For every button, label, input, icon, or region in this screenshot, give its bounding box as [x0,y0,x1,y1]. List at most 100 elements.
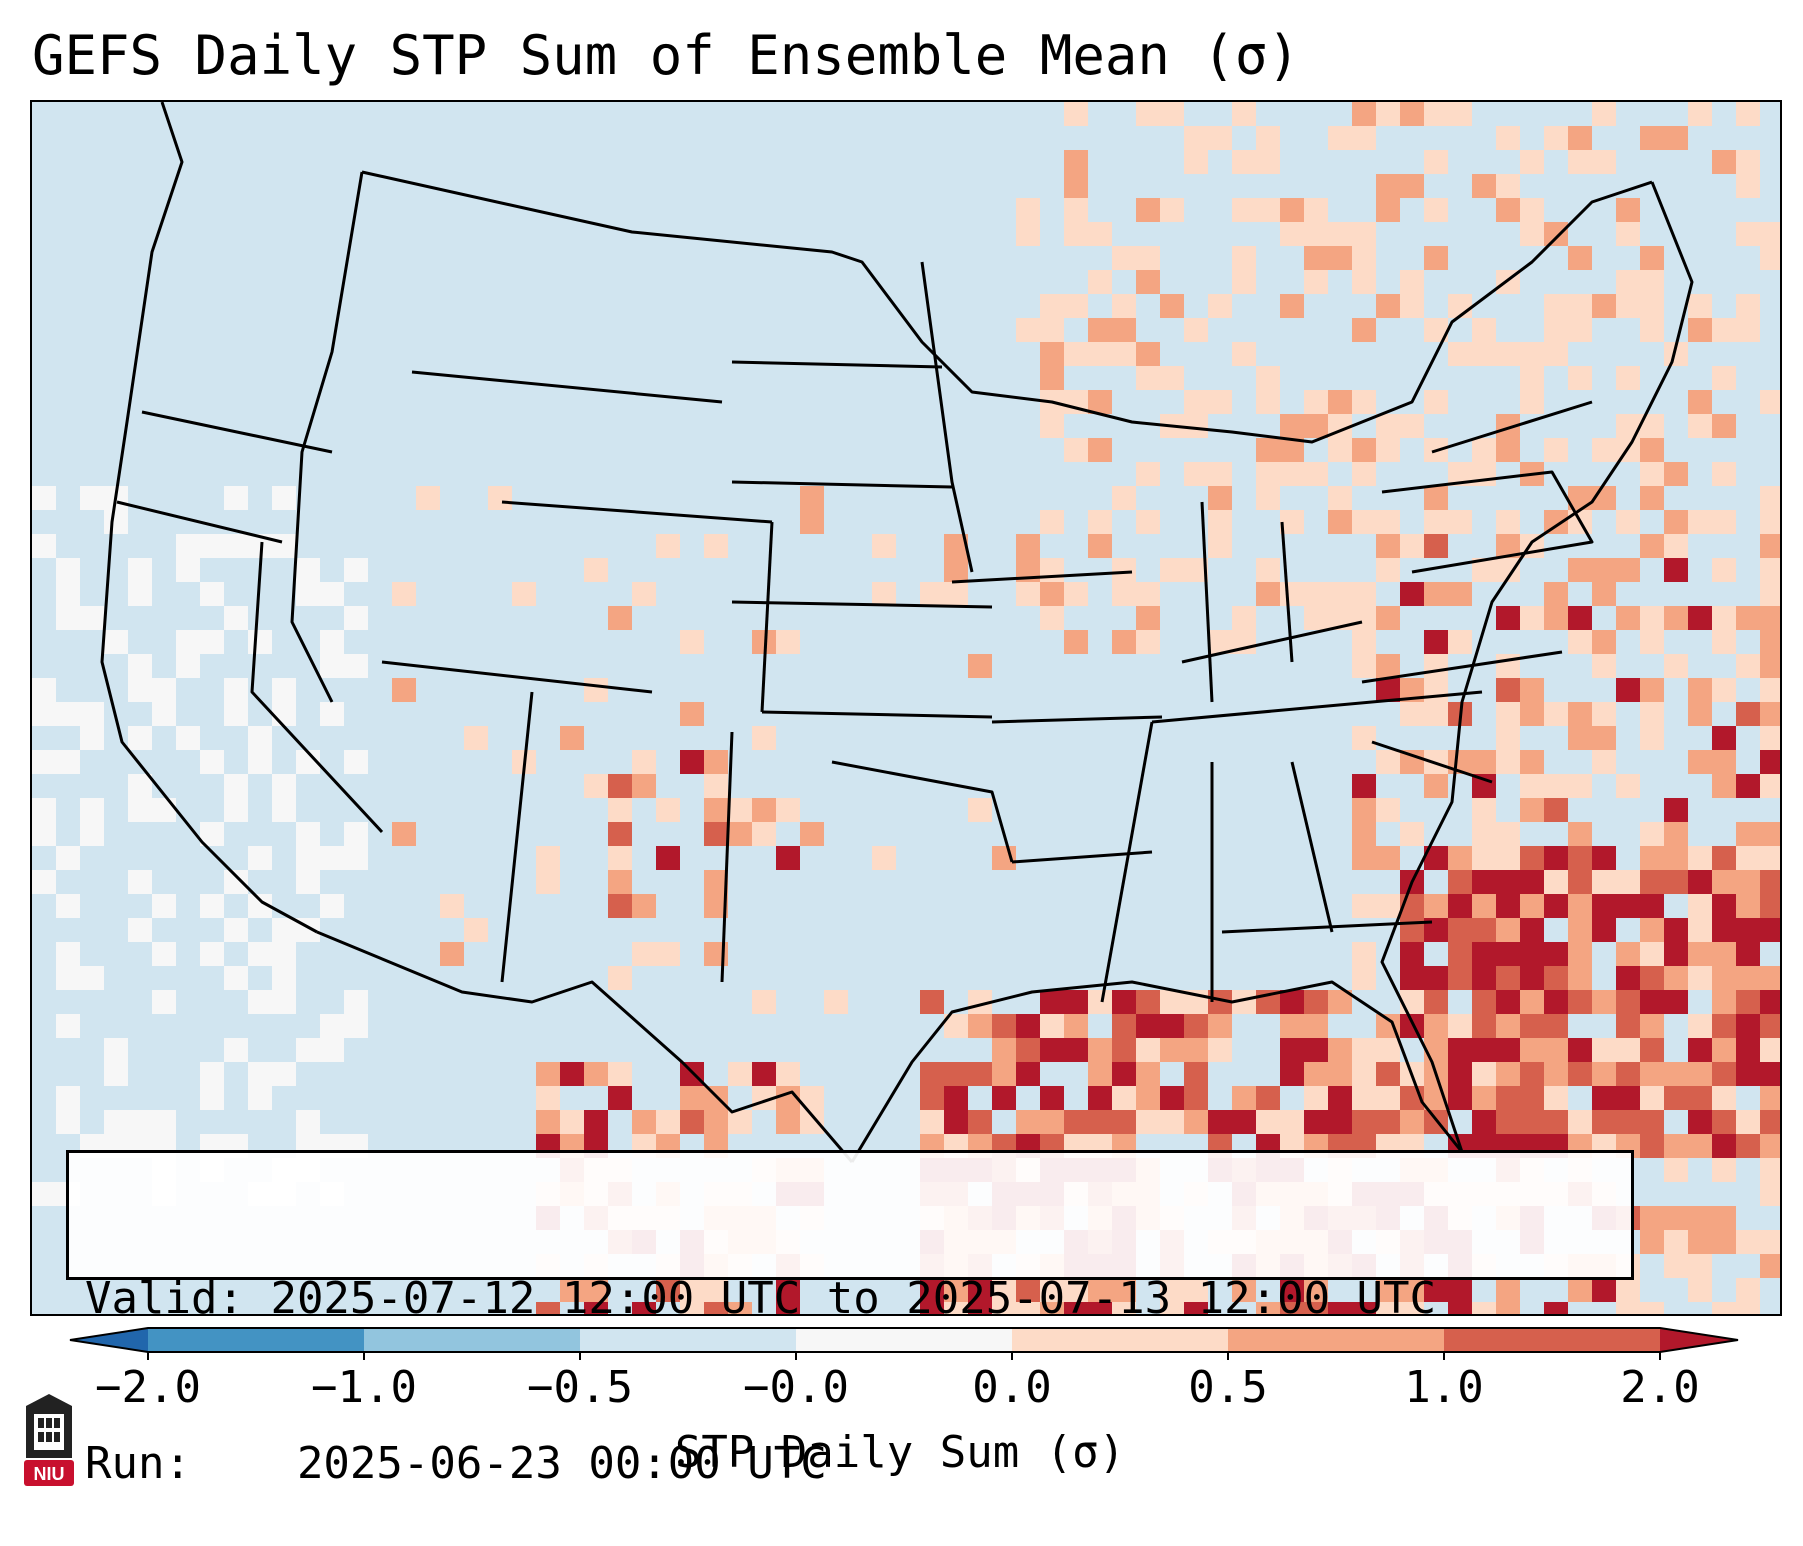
stp-cell [1352,822,1376,846]
stp-cell [296,1038,320,1062]
stp-cell [1640,438,1664,462]
stp-cell [1232,198,1256,222]
stp-cell [1496,822,1520,846]
state-line-va-nc [1361,650,1563,684]
stp-cell [704,1302,728,1314]
stp-cell [536,1062,560,1086]
stp-cell [1256,438,1280,462]
stp-cell [1568,774,1592,798]
stp-cell [80,798,104,822]
colorbar-tick-label: −0.0 [743,1362,849,1413]
stp-cell [656,846,680,870]
stp-cell [992,1278,1016,1302]
stp-cell [1040,606,1064,630]
stp-cell [1520,1038,1544,1062]
stp-cell [152,702,176,726]
run-line: Run: 2025-06-23 00:00 UTC [85,1436,1615,1491]
stp-cell [80,822,104,846]
stp-cell [1496,726,1520,750]
stp-cell [1400,582,1424,606]
stp-cell [1472,918,1496,942]
stp-cell [1064,1038,1088,1062]
stp-cell [1592,1086,1616,1110]
state-line-ga-fl [1221,920,1433,934]
stp-cell [1136,1110,1160,1134]
stp-cell [920,1062,944,1086]
stp-cell [1760,1230,1780,1254]
stp-cell [1760,1134,1780,1158]
stp-cell [656,1278,680,1302]
stp-cell [704,870,728,894]
stp-cell [80,726,104,750]
stp-cell [1400,1014,1424,1038]
stp-cell [1184,390,1208,414]
stp-cell [1304,1062,1328,1086]
stp-cell [992,1086,1016,1110]
stp-cell [1736,1062,1760,1086]
stp-cell [968,1110,992,1134]
stp-cell [1472,846,1496,870]
stp-cell [1304,606,1328,630]
stp-cell [1424,990,1448,1014]
stp-cell [1688,1134,1712,1158]
stp-cell [1568,702,1592,726]
stp-cell [320,894,344,918]
stp-cell [392,822,416,846]
stp-cell [1064,174,1088,198]
stp-cell [1616,966,1640,990]
stp-cell [1136,1038,1160,1062]
stp-cell [1616,294,1640,318]
stp-cell [224,702,248,726]
stp-cell [1640,606,1664,630]
stp-cell [1736,222,1760,246]
stp-cell [1064,1302,1088,1314]
stp-cell [1568,606,1592,630]
stp-cell [1232,150,1256,174]
stp-cell [200,1086,224,1110]
stp-cell [1352,654,1376,678]
stp-cell [1640,726,1664,750]
stp-cell [1640,318,1664,342]
stp-cell [1424,630,1448,654]
stp-cell [1064,102,1088,126]
stp-cell [32,702,56,726]
stp-cell [1352,726,1376,750]
stp-cell [1088,1110,1112,1134]
stp-cell [1568,1110,1592,1134]
stp-cell [1136,270,1160,294]
stp-cell [200,1062,224,1086]
stp-cell [1712,774,1736,798]
stp-cell [1040,582,1064,606]
colorbar-bin-0 [148,1328,365,1352]
stp-cell [1016,222,1040,246]
stp-cell [680,702,704,726]
stp-cell [128,798,152,822]
stp-cell [1472,1038,1496,1062]
stp-cell [608,1086,632,1110]
stp-cell [248,846,272,870]
stp-cell [1376,750,1400,774]
stp-cell [344,822,368,846]
stp-cell [1424,702,1448,726]
stp-cell [1400,990,1424,1014]
stp-cell [1520,918,1544,942]
stp-cell [320,630,344,654]
stp-cell [1592,654,1616,678]
stp-cell [1520,150,1544,174]
stp-cell [1760,846,1780,870]
stp-cell [1520,1014,1544,1038]
stp-cell [56,966,80,990]
stp-cell [1304,270,1328,294]
stp-cell [1640,822,1664,846]
stp-cell [1688,414,1712,438]
stp-cell [1736,1278,1760,1302]
stp-cell [80,966,104,990]
stp-cell [1712,1086,1736,1110]
stp-cell [584,1302,608,1314]
stp-cell [704,798,728,822]
stp-cell [1712,1302,1736,1314]
stp-cell [1112,246,1136,270]
state-line-ks-ok [761,710,993,719]
stp-cell [1088,510,1112,534]
stp-cell [1760,822,1780,846]
